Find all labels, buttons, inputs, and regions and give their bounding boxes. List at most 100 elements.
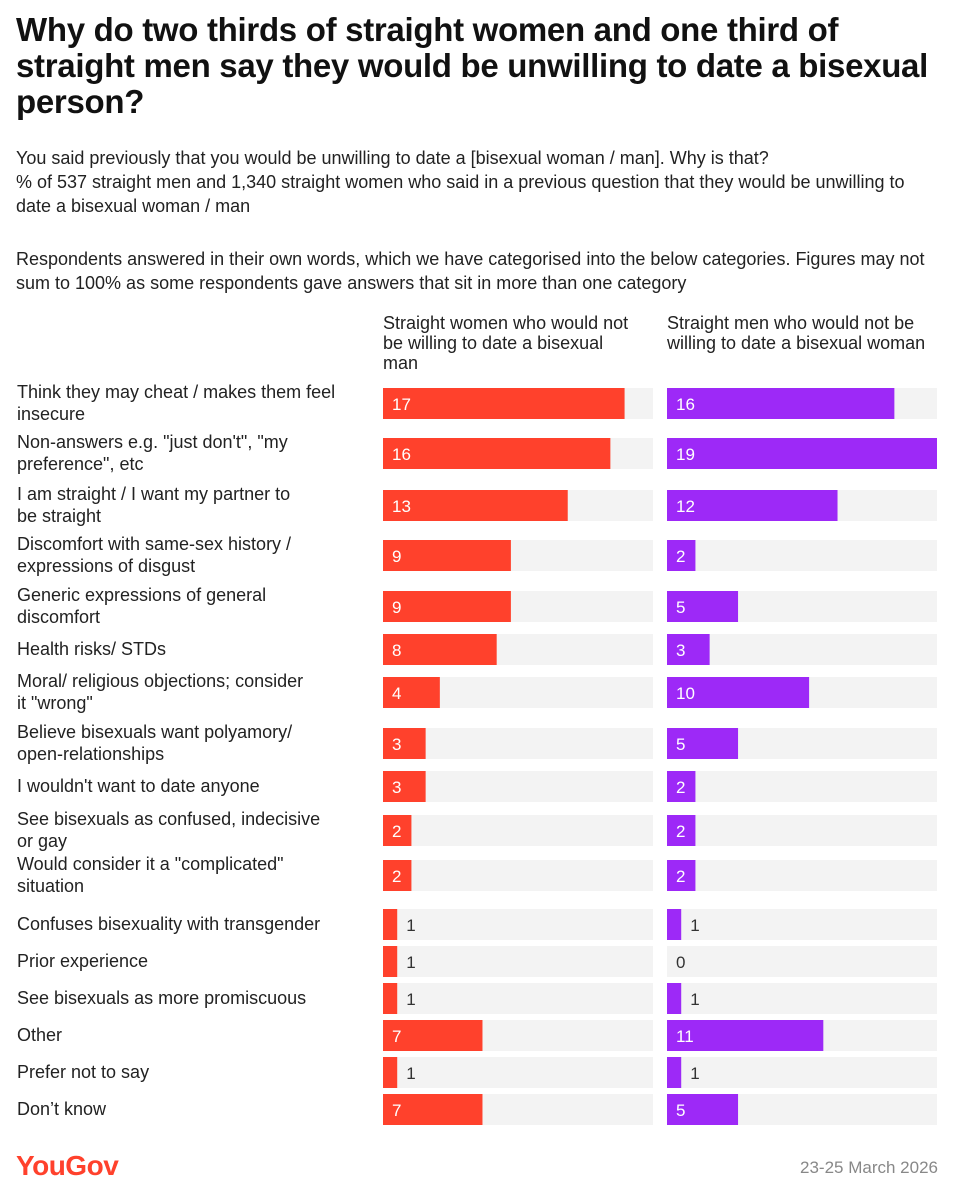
category-label: Generic expressions of general discomfort — [17, 585, 266, 627]
value-label: 19 — [676, 445, 695, 464]
survey-date: 23-25 March 2026 — [800, 1158, 938, 1177]
series-header-men: Straight men who would not be willing to… — [667, 313, 926, 353]
bar-track — [383, 860, 653, 891]
bar-women — [383, 1020, 483, 1051]
bar-women — [383, 490, 568, 521]
value-label: 17 — [392, 395, 411, 414]
bar-women — [383, 540, 511, 571]
value-label: 16 — [392, 445, 411, 464]
category-label: See bisexuals as confused, indecisive or … — [17, 809, 320, 851]
bar-men — [667, 1057, 682, 1088]
value-label: 12 — [676, 497, 695, 516]
value-label: 7 — [392, 1027, 401, 1046]
base-text: % of 537 straight men and 1,340 straight… — [16, 172, 905, 216]
value-label: 10 — [676, 684, 695, 703]
category-label: See bisexuals as more promiscuous — [17, 988, 306, 1008]
value-label: 5 — [676, 735, 685, 754]
question-text: You said previously that you would be un… — [16, 148, 769, 168]
value-label: 1 — [406, 916, 415, 935]
chart-title: Why do two thirds of straight women and … — [16, 11, 928, 120]
bar-track — [383, 909, 653, 940]
category-label: Other — [17, 1025, 62, 1045]
value-label: 9 — [392, 547, 401, 566]
series-header-women: Straight women who would not be willing … — [383, 313, 629, 373]
value-label: 1 — [406, 1064, 415, 1083]
category-label: Think they may cheat / makes them feel in… — [17, 382, 335, 424]
category-label: Believe bisexuals want polyamory/open-re… — [17, 722, 292, 764]
value-label: 4 — [392, 684, 401, 703]
bar-women — [383, 438, 611, 469]
value-label: 0 — [676, 953, 685, 972]
bar-women — [383, 815, 412, 846]
category-label: Prior experience — [17, 951, 148, 971]
bar-women — [383, 946, 398, 977]
bar-track — [383, 946, 653, 977]
bar-women — [383, 860, 412, 891]
value-label: 1 — [690, 916, 699, 935]
value-label: 1 — [406, 990, 415, 1009]
bar-men — [667, 591, 739, 622]
value-label: 5 — [676, 598, 685, 617]
category-label: Don’t know — [17, 1099, 107, 1119]
bar-women — [383, 591, 511, 622]
bar-men — [667, 983, 682, 1014]
bar-women — [383, 909, 398, 940]
bar-women — [383, 677, 440, 708]
bar-women — [383, 634, 497, 665]
category-label: Health risks/ STDs — [17, 639, 166, 659]
value-label: 9 — [392, 598, 401, 617]
category-label: I am straight / I want my partner to be s… — [17, 484, 290, 526]
bar-women — [383, 728, 426, 759]
category-label: Moral/ religious objections; consider it … — [17, 671, 303, 713]
value-label: 1 — [690, 990, 699, 1009]
bar-track — [667, 946, 937, 977]
bar-track — [667, 540, 937, 571]
yougov-logo: YouGov — [16, 1150, 119, 1181]
value-label: 3 — [392, 735, 401, 754]
methodology-note: Respondents answered in their own words,… — [16, 249, 925, 293]
bar-women — [383, 1057, 398, 1088]
value-label: 11 — [676, 1027, 694, 1046]
bar-men — [667, 771, 696, 802]
bar-men — [667, 388, 895, 419]
bar-men — [667, 1094, 739, 1125]
value-label: 16 — [676, 395, 695, 414]
value-label: 2 — [676, 778, 685, 797]
value-label: 5 — [676, 1101, 685, 1120]
bar-track — [383, 771, 653, 802]
value-label: 1 — [690, 1064, 699, 1083]
value-label: 8 — [392, 641, 401, 660]
value-label: 2 — [676, 867, 685, 886]
value-label: 1 — [406, 953, 415, 972]
value-label: 2 — [392, 867, 401, 886]
bar-track — [667, 771, 937, 802]
bar-women — [383, 1094, 483, 1125]
bar-track — [383, 815, 653, 846]
bar-men — [667, 909, 682, 940]
value-label: 3 — [392, 778, 401, 797]
category-label: Prefer not to say — [17, 1062, 149, 1082]
value-label: 7 — [392, 1101, 401, 1120]
bar-men — [667, 438, 937, 469]
bar-men — [667, 860, 696, 891]
bar-chart: Think they may cheat / makes them feel in… — [17, 382, 937, 1125]
bar-track — [667, 860, 937, 891]
bar-men — [667, 634, 710, 665]
bar-track — [667, 983, 937, 1014]
value-label: 2 — [676, 822, 685, 841]
category-label: I wouldn't want to date anyone — [17, 776, 260, 796]
bar-track — [667, 1057, 937, 1088]
bar-women — [383, 388, 625, 419]
bar-men — [667, 540, 696, 571]
bar-men — [667, 815, 696, 846]
bar-women — [383, 983, 398, 1014]
bar-men — [667, 728, 739, 759]
bar-track — [667, 909, 937, 940]
value-label: 2 — [392, 822, 401, 841]
bar-track — [667, 634, 937, 665]
bar-men — [667, 1020, 824, 1051]
bar-track — [667, 815, 937, 846]
bar-track — [383, 728, 653, 759]
bar-men — [667, 490, 838, 521]
category-label: Confuses bisexuality with transgender — [17, 914, 320, 934]
